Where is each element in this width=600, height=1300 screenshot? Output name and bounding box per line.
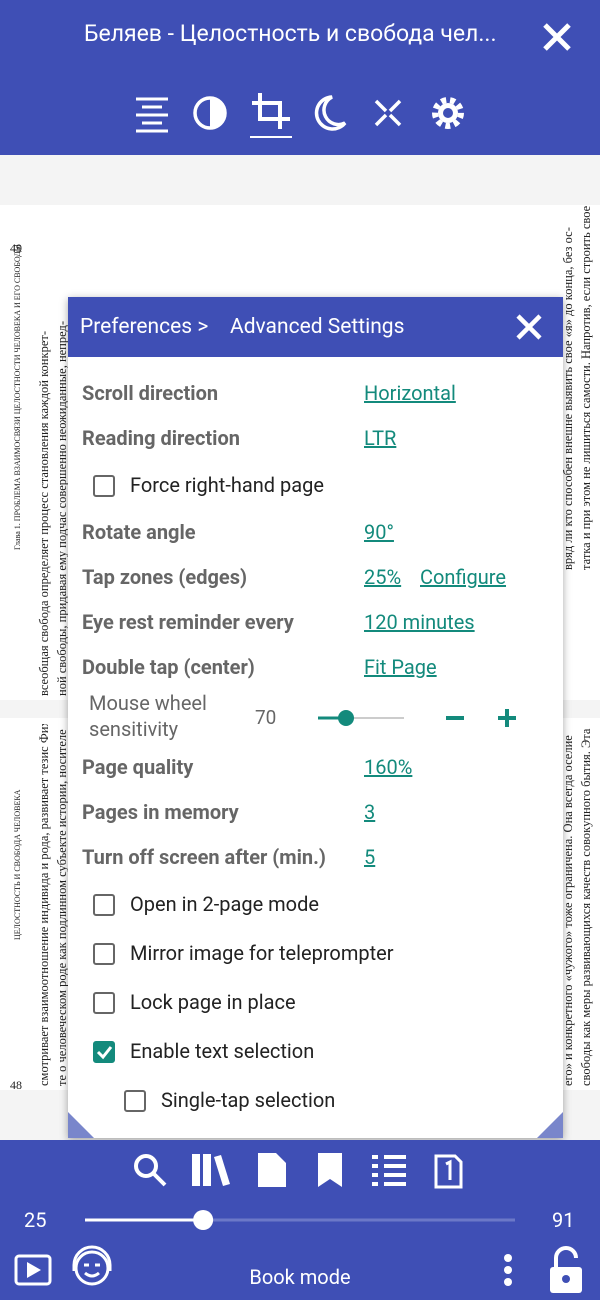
setting-link[interactable]: Configure [420, 565, 507, 589]
checkbox-label[interactable]: Force right-hand page [130, 473, 324, 497]
goto-page-button[interactable] [434, 1154, 463, 1189]
top-bar [0, 0, 600, 155]
checkbox[interactable] [124, 1090, 146, 1112]
setting-label: Pages in memory [82, 800, 239, 824]
bottom-icons [134, 1153, 463, 1189]
fit-button[interactable] [374, 99, 402, 127]
book-line: всеобщая свобода определяет процесс стан… [37, 331, 51, 696]
book-line: смотривает взаимоотношение индивида и ро… [37, 724, 51, 1086]
toolbar-icons [136, 93, 464, 138]
checkbox[interactable] [93, 475, 115, 497]
contrast-button[interactable] [193, 96, 227, 130]
setting-value[interactable]: Horizontal [364, 381, 456, 405]
plus-icon [498, 709, 516, 727]
setting-value[interactable]: 120 minutes [364, 610, 475, 634]
running-head: ЦЕЛОСТНОСТЬ И СВОБОДА ЧЕЛОВЕКА [13, 789, 22, 940]
resize-handles [68, 1112, 563, 1138]
dialog-title: Advanced Settings [230, 315, 405, 339]
setting-label: Reading direction [82, 426, 240, 450]
checkbox-label[interactable]: Select text letter-by-letter (A [161, 1137, 408, 1138]
checkbox[interactable] [93, 1041, 115, 1063]
setting-value[interactable]: 160% [364, 755, 413, 779]
slider-value: 70 [255, 706, 277, 729]
setting-label: Page quality [82, 755, 194, 779]
file-button[interactable] [258, 1153, 286, 1187]
menu-button[interactable] [504, 1254, 512, 1286]
check-mark [96, 1046, 113, 1060]
setting-value[interactable]: 90° [364, 520, 394, 544]
book-title: Беляев - Целостность и свобода чел... [84, 20, 497, 47]
breadcrumb[interactable]: Preferences > [80, 315, 209, 339]
book-line: свободы как меры развивающихся качеств с… [579, 728, 593, 1086]
bookmark-button[interactable] [318, 1153, 342, 1187]
running-head: Глава 1. ПРОБЛЕМА ВЗАИМОСВЯЗИ ЦЕЛОСТНОСТ… [13, 244, 22, 550]
setting-label: Rotate angle [82, 520, 196, 544]
checkbox[interactable] [93, 992, 115, 1014]
page-number: 49 [10, 241, 22, 255]
checkbox[interactable] [93, 943, 115, 965]
setting-label: Eye rest reminder every [82, 610, 294, 634]
setting-label: Double tap (center) [82, 655, 255, 679]
footer-actions [14, 1245, 582, 1293]
checkbox-label[interactable]: Enable text selection [130, 1039, 315, 1063]
page-slider[interactable] [80, 1208, 520, 1232]
book-mode-button[interactable]: Book mode [249, 1265, 351, 1289]
sensitivity-slider[interactable] [316, 706, 406, 730]
dialog-header: Preferences > Advanced Settings [68, 297, 563, 357]
checkbox-label[interactable]: Lock page in place [130, 990, 296, 1014]
setting-label: Scroll direction [82, 381, 219, 405]
contents-button[interactable] [372, 1155, 406, 1186]
crop-button[interactable] [250, 93, 292, 138]
settings-button[interactable] [432, 97, 464, 129]
setting-label: Tap zones (edges) [82, 565, 247, 589]
minus-icon [446, 716, 464, 720]
play-button[interactable] [14, 1254, 52, 1286]
night-button[interactable] [314, 95, 347, 131]
setting-value[interactable]: 5 [364, 845, 376, 869]
search-button[interactable] [134, 1154, 167, 1187]
decrease-button[interactable] [443, 706, 467, 730]
increase-button[interactable] [495, 706, 519, 730]
settings-dialog: Preferences > Advanced Settings Scroll d… [68, 297, 563, 1138]
total-pages: 91 [552, 1208, 575, 1232]
setting-value[interactable]: Fit Page [364, 655, 437, 679]
current-page: 25 [24, 1208, 47, 1232]
checkbox[interactable] [93, 894, 115, 916]
checkbox-label[interactable]: Open in 2-page mode [130, 892, 319, 916]
close-button[interactable] [540, 20, 574, 54]
setting-value[interactable]: 25% [364, 565, 402, 589]
align-button[interactable] [136, 97, 168, 133]
checkbox-label[interactable]: Single-tap selection [161, 1088, 336, 1112]
dialog-close[interactable] [514, 312, 544, 342]
setting-value[interactable]: 3 [364, 800, 376, 824]
dialog-body: Scroll direction Horizontal Reading direct… [68, 357, 563, 1138]
slider-track [318, 710, 404, 726]
slider-label: Mouse wheel sensitivity [89, 691, 207, 741]
setting-value[interactable]: LTR [364, 426, 397, 450]
checkbox-label[interactable]: Mirror image for teleprompter [130, 941, 394, 965]
tts-button[interactable] [72, 1245, 112, 1286]
lock-button[interactable] [550, 1246, 582, 1293]
setting-label: Turn off screen after (min.) [82, 845, 326, 869]
library-button[interactable] [192, 1154, 230, 1186]
book-line: татка и при этом не лишиться самости. На… [579, 205, 593, 570]
page-number: 48 [10, 1078, 22, 1092]
